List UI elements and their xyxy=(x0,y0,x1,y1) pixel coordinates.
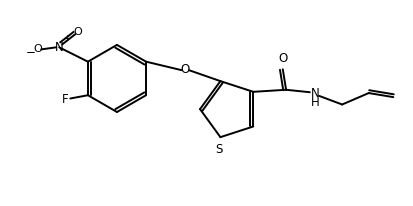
Text: F: F xyxy=(62,93,69,106)
Text: N: N xyxy=(55,41,64,54)
Text: O: O xyxy=(73,27,82,37)
Text: O: O xyxy=(180,63,190,76)
Text: O: O xyxy=(33,44,42,54)
Text: −: − xyxy=(26,46,36,59)
Text: +: + xyxy=(63,34,70,43)
Text: O: O xyxy=(278,52,287,65)
Text: S: S xyxy=(215,143,222,156)
Text: N: N xyxy=(311,87,319,99)
Text: H: H xyxy=(311,96,319,109)
